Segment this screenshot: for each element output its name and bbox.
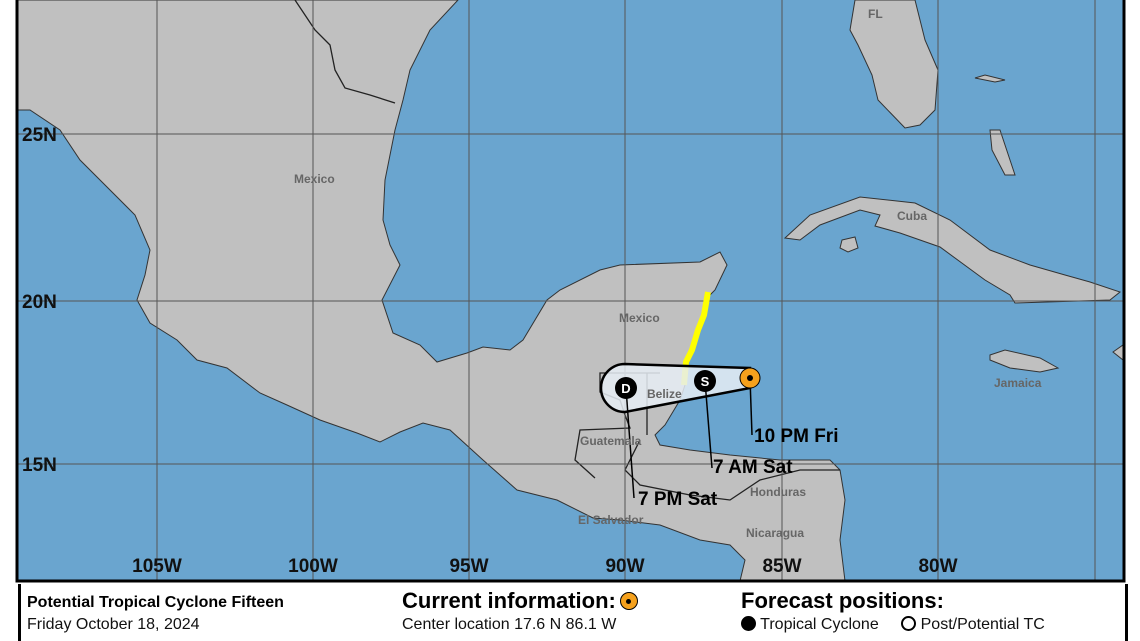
post-potential-tc-label: Post/Potential TC — [920, 616, 1045, 633]
label-7am-sat: 7 AM Sat — [713, 457, 793, 478]
label-nicaragua: Nicaragua — [746, 526, 804, 540]
border-us-mexico — [294, 0, 396, 104]
current-position-legend-icon — [619, 592, 638, 610]
lon-label-95w: 95W — [449, 556, 488, 577]
label-mexico-yucatan: Mexico — [619, 311, 660, 325]
map-frame — [15, 0, 1126, 583]
land-grand-bahama — [974, 74, 1006, 83]
lat-label-25n: 25N — [22, 125, 57, 146]
land-andros — [989, 129, 1016, 176]
land-isle-of-youth — [839, 236, 859, 253]
center-location: Center location 17.6 N 86.1 W — [402, 616, 617, 633]
tropical-cyclone-icon — [741, 616, 756, 631]
leader-line-7pm-sat — [625, 387, 635, 499]
storm-name: Potential Tropical Cyclone Fifteen — [27, 594, 284, 611]
lat-label-15n: 15N — [22, 455, 57, 476]
current-info-title: Current information: — [402, 588, 616, 613]
label-honduras: Honduras — [750, 485, 806, 499]
label-jamaica: Jamaica — [994, 376, 1042, 390]
lon-label-85w: 85W — [762, 556, 801, 577]
forecast-map: D S 10 PM Fri 7 AM Sat 7 PM Sat Mexico M… — [15, 0, 1126, 583]
land-florida — [849, 0, 939, 129]
storm-icon — [694, 370, 716, 392]
lon-label-90w: 90W — [605, 556, 644, 577]
tropical-cyclone-label: Tropical Cyclone — [760, 616, 879, 633]
label-belize: Belize — [647, 387, 682, 401]
border-honduras — [624, 439, 840, 501]
lon-label-100w: 100W — [288, 556, 338, 577]
symbol-s: S — [701, 374, 710, 389]
label-7pm-sat: 7 PM Sat — [638, 489, 718, 510]
legend-panel: Potential Tropical Cyclone Fifteen Frida… — [18, 584, 1128, 641]
lat-label-20n: 20N — [22, 292, 57, 313]
label-10pm-fri: 10 PM Fri — [754, 426, 838, 447]
symbol-d: D — [621, 381, 630, 396]
label-el-salvador: El Salvador — [578, 513, 644, 527]
land-mexico-central-america — [17, 0, 846, 582]
current-center-dot — [747, 375, 753, 381]
label-fl: FL — [868, 7, 883, 21]
graticule — [18, 0, 1123, 581]
label-mexico: Mexico — [294, 172, 335, 186]
label-cuba: Cuba — [897, 209, 927, 223]
leader-line-7am-sat — [704, 380, 713, 469]
post-potential-tc-icon — [901, 616, 917, 631]
label-guatemala: Guatemala — [580, 434, 642, 448]
depression-icon — [615, 377, 637, 399]
advisory-date: Friday October 18, 2024 — [27, 616, 200, 633]
forecast-point-d[interactable]: D — [615, 377, 637, 399]
lon-label-105w: 105W — [132, 556, 182, 577]
lon-label-80w: 80W — [918, 556, 957, 577]
current-position[interactable] — [739, 367, 761, 389]
forecast-point-s[interactable]: S — [694, 370, 716, 392]
land-jamaica — [989, 349, 1060, 373]
forecast-positions-title: Forecast positions: — [741, 588, 944, 613]
